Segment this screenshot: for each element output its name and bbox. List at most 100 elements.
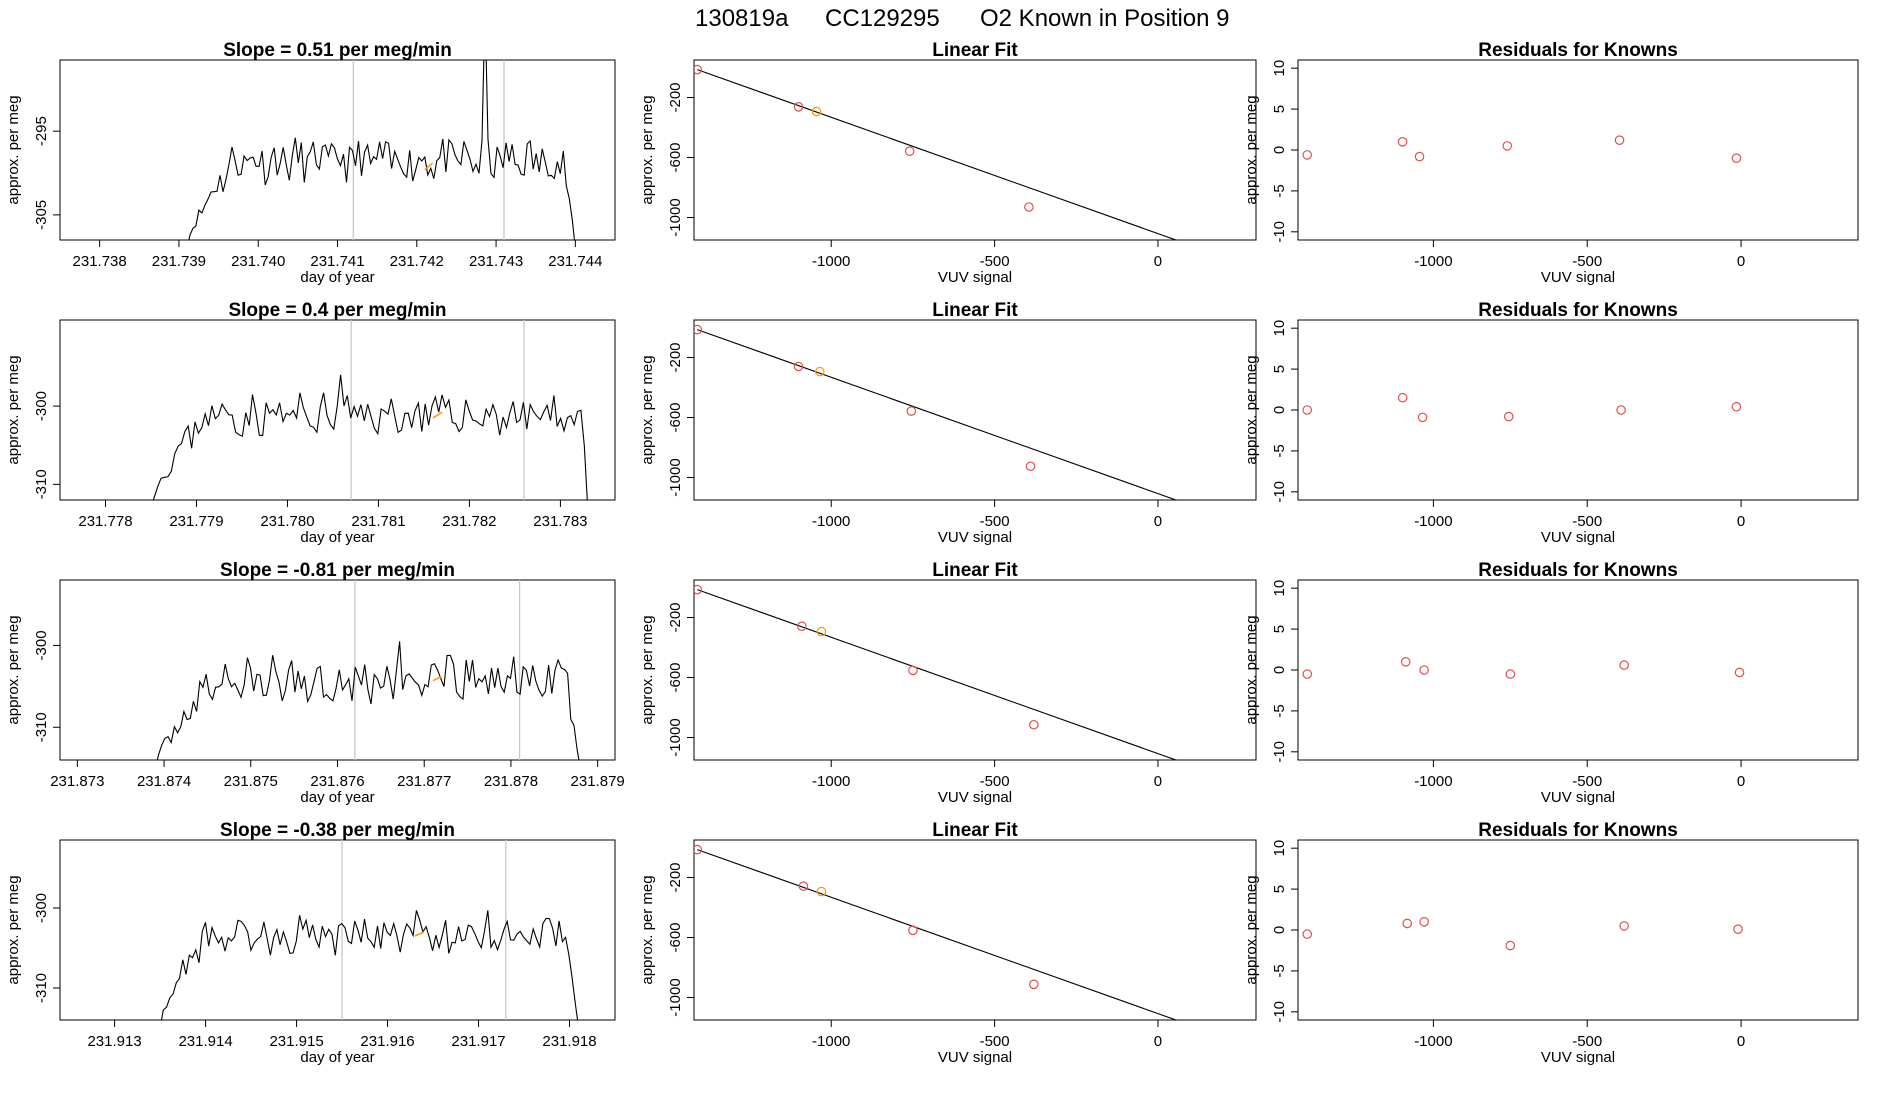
plot-frame: [59, 59, 616, 241]
x-tick-label: 0: [1154, 253, 1162, 270]
highlight-segment: [424, 162, 434, 171]
data-point: [694, 584, 703, 595]
x-tick-label: -1000: [812, 513, 850, 530]
x-tick-label: -500: [980, 513, 1010, 530]
y-tick-label: 5: [1271, 885, 1288, 893]
y-tick-label: -600: [667, 402, 684, 432]
y-axis-label: approx. per meg: [639, 355, 656, 464]
data-point: [906, 406, 917, 416]
x-tick-label: 231.875: [224, 773, 278, 790]
x-tick-label: 0: [1154, 1033, 1162, 1050]
y-tick-label: -1000: [667, 978, 684, 1016]
data-point: [1024, 202, 1034, 212]
panel-time-row-3: Slope = -0.81 per meg/min 231.873 231.874 2…: [5, 560, 625, 806]
data-point: [1414, 151, 1425, 162]
y-tick-label: -10: [1271, 481, 1288, 503]
x-tick-label: 0: [1154, 773, 1162, 790]
data-point: [1025, 461, 1036, 472]
y-axis-label: approx. per meg: [5, 95, 22, 204]
plot-frame: [693, 319, 1257, 501]
x-tick-label: 231.744: [548, 253, 602, 270]
panel-title: Linear Fit: [932, 300, 1018, 321]
plot-area: [156, 580, 580, 760]
x-tick-label: 231.742: [390, 253, 444, 270]
data-point: [1731, 153, 1742, 163]
plot-area: [694, 64, 1178, 240]
x-axis-label: day of year: [300, 529, 374, 546]
x-tick-label: 0: [1737, 253, 1745, 270]
data-point: [908, 925, 918, 936]
panel-title: Residuals for Knowns: [1478, 820, 1678, 841]
data-point: [1402, 918, 1413, 929]
x-tick-label: 231.739: [152, 253, 206, 270]
plot-area: [694, 844, 1178, 1020]
plot-area: [694, 584, 1178, 760]
panel-title: Residuals for Knowns: [1478, 300, 1678, 321]
y-axis-label: approx. per meg: [5, 355, 22, 464]
figure-title-cylinder: CC129295: [825, 5, 940, 32]
data-point: [1302, 405, 1313, 415]
x-tick-label: 0: [1737, 773, 1745, 790]
data-point: [1733, 924, 1743, 934]
signal-trace: [152, 374, 588, 500]
x-axis-label: VUV signal: [938, 529, 1012, 546]
panel-title: Linear Fit: [932, 40, 1018, 61]
plot-frame: [693, 579, 1257, 761]
y-tick-label: -10: [1271, 741, 1288, 763]
y-axis-label: approx. per meg: [639, 875, 656, 984]
y-tick-label: -1000: [667, 458, 684, 496]
x-tick-label: -1000: [812, 1033, 850, 1050]
y-tick-label: -10: [1271, 1001, 1288, 1023]
panel-time-row-4: Slope = -0.38 per meg/min 231.913 231.914 2…: [5, 820, 616, 1066]
x-tick-label: 231.781: [351, 513, 405, 530]
x-axis-label: day of year: [300, 789, 374, 806]
x-tick-label: 231.877: [397, 773, 451, 790]
x-tick-label: -500: [1572, 253, 1602, 270]
panel-fit-row-2: Linear Fit -1000 -500 0 VUV signal -200 -600 -1…: [639, 300, 1257, 546]
figure-title-run: 130819a: [695, 5, 789, 32]
data-point: [908, 665, 918, 676]
x-axis-label: VUV signal: [1541, 529, 1615, 546]
panel-fit-row-1: Linear Fit -1000 -500 0 VUV signal -200 -600 -1…: [639, 40, 1257, 286]
panel-title: Residuals for Knowns: [1478, 40, 1678, 61]
y-tick-label: -295: [33, 116, 50, 146]
highlighted-data-point: [811, 106, 822, 117]
x-axis-label: VUV signal: [1541, 789, 1615, 806]
y-tick-label: -10: [1271, 221, 1288, 243]
data-point: [1029, 979, 1039, 990]
panel-resid-row-1: Residuals for Knowns -1000 -500 0 VUV signal…: [1243, 40, 1859, 286]
x-tick-label: -1000: [1414, 513, 1452, 530]
y-tick-label: -310: [33, 712, 50, 742]
x-tick-label: 231.779: [169, 513, 223, 530]
x-tick-label: 231.879: [571, 773, 625, 790]
y-tick-label: -200: [667, 862, 684, 892]
highlighted-data-point: [816, 886, 827, 897]
x-tick-label: -1000: [812, 253, 850, 270]
plot-area: [188, 60, 576, 240]
x-tick-label: 231.743: [469, 253, 523, 270]
highlight-segment: [414, 931, 425, 937]
x-axis-label: day of year: [300, 1049, 374, 1066]
data-point: [1503, 411, 1514, 422]
data-point: [1302, 150, 1313, 160]
data-point: [694, 64, 703, 75]
signal-trace: [160, 910, 579, 1020]
signal-trace: [188, 60, 576, 240]
plot-area: [694, 324, 1178, 500]
fit-line: [697, 589, 1178, 760]
y-axis-label: approx. per meg: [639, 615, 656, 724]
y-tick-label: -600: [667, 662, 684, 692]
y-tick-label: -1000: [667, 198, 684, 236]
plot-area: [1302, 917, 1743, 951]
data-point: [1734, 667, 1745, 678]
data-point: [1302, 669, 1313, 679]
data-point: [1419, 917, 1429, 927]
panel-title: Slope = -0.38 per meg/min: [220, 820, 455, 841]
panel-fit-row-3: Linear Fit -1000 -500 0 VUV signal -200 -600 -1…: [639, 560, 1257, 806]
y-axis-label: approx. per meg: [1243, 875, 1260, 984]
plot-area: [152, 320, 588, 500]
y-tick-label: 5: [1271, 105, 1288, 113]
x-axis-label: VUV signal: [938, 1049, 1012, 1066]
